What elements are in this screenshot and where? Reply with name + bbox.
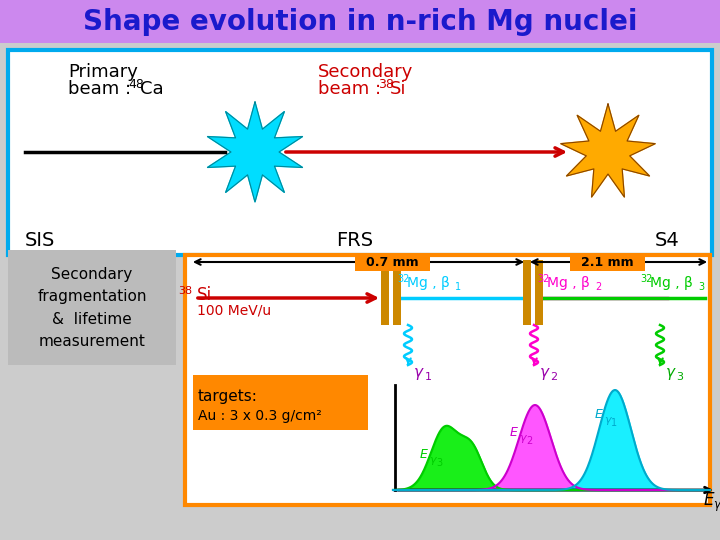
Text: Mg , β: Mg , β bbox=[407, 276, 450, 290]
Text: beam :: beam : bbox=[68, 80, 137, 98]
Text: Si: Si bbox=[197, 286, 212, 304]
Text: beam :: beam : bbox=[318, 80, 387, 98]
Text: 2: 2 bbox=[595, 282, 601, 292]
Text: 38: 38 bbox=[378, 78, 394, 91]
Text: 3: 3 bbox=[698, 282, 704, 292]
Text: Secondary
fragmentation
&  lifetime
measurement: Secondary fragmentation & lifetime measu… bbox=[37, 267, 147, 349]
Text: Primary: Primary bbox=[68, 63, 138, 81]
Bar bbox=[185, 255, 710, 505]
Bar bbox=[570, 253, 645, 271]
Polygon shape bbox=[207, 102, 302, 202]
Text: E: E bbox=[595, 408, 603, 422]
Text: E: E bbox=[420, 449, 428, 462]
Text: 32: 32 bbox=[640, 274, 652, 284]
Text: 1: 1 bbox=[455, 282, 461, 292]
Bar bbox=[8, 50, 712, 255]
Text: 2: 2 bbox=[526, 436, 532, 446]
Text: Si: Si bbox=[390, 80, 407, 98]
Text: Ca: Ca bbox=[140, 80, 163, 98]
Bar bbox=[193, 375, 368, 430]
Text: Shape evolution in n-rich Mg nuclei: Shape evolution in n-rich Mg nuclei bbox=[83, 8, 637, 36]
Text: 0.7 mm: 0.7 mm bbox=[366, 255, 418, 268]
Text: 2.1 mm: 2.1 mm bbox=[581, 255, 634, 268]
Text: 38: 38 bbox=[178, 286, 192, 296]
Text: SIS: SIS bbox=[25, 231, 55, 249]
Text: Mg , β: Mg , β bbox=[650, 276, 693, 290]
Text: E$_γ$: E$_γ$ bbox=[703, 490, 720, 514]
Bar bbox=[523, 260, 531, 325]
Text: targets:: targets: bbox=[198, 389, 258, 404]
Text: 3: 3 bbox=[677, 372, 683, 382]
Text: γ: γ bbox=[665, 364, 675, 380]
Text: Mg , β: Mg , β bbox=[547, 276, 590, 290]
Text: γ: γ bbox=[604, 415, 611, 425]
Bar bbox=[535, 260, 543, 325]
Bar bbox=[381, 260, 389, 325]
Text: 2: 2 bbox=[550, 372, 557, 382]
Text: γ: γ bbox=[539, 364, 549, 380]
Text: 48: 48 bbox=[128, 78, 144, 91]
Text: E: E bbox=[510, 427, 518, 440]
Text: FRS: FRS bbox=[336, 231, 374, 249]
Text: 3: 3 bbox=[436, 458, 442, 468]
Text: Secondary: Secondary bbox=[318, 63, 413, 81]
Text: 100 MeV/u: 100 MeV/u bbox=[197, 304, 271, 318]
Bar bbox=[393, 260, 401, 325]
Text: 1: 1 bbox=[425, 372, 431, 382]
Text: 32: 32 bbox=[537, 274, 549, 284]
Text: 1: 1 bbox=[611, 418, 617, 428]
Text: S4: S4 bbox=[655, 231, 680, 249]
Bar bbox=[355, 253, 430, 271]
Text: Au : 3 x 0.3 g/cm²: Au : 3 x 0.3 g/cm² bbox=[198, 409, 322, 423]
Text: 32: 32 bbox=[397, 274, 410, 284]
Text: γ: γ bbox=[429, 455, 436, 465]
Polygon shape bbox=[561, 104, 655, 197]
Text: γ: γ bbox=[413, 364, 423, 380]
Text: γ: γ bbox=[519, 433, 526, 443]
Bar bbox=[0, 0, 720, 43]
Bar bbox=[8, 250, 176, 365]
